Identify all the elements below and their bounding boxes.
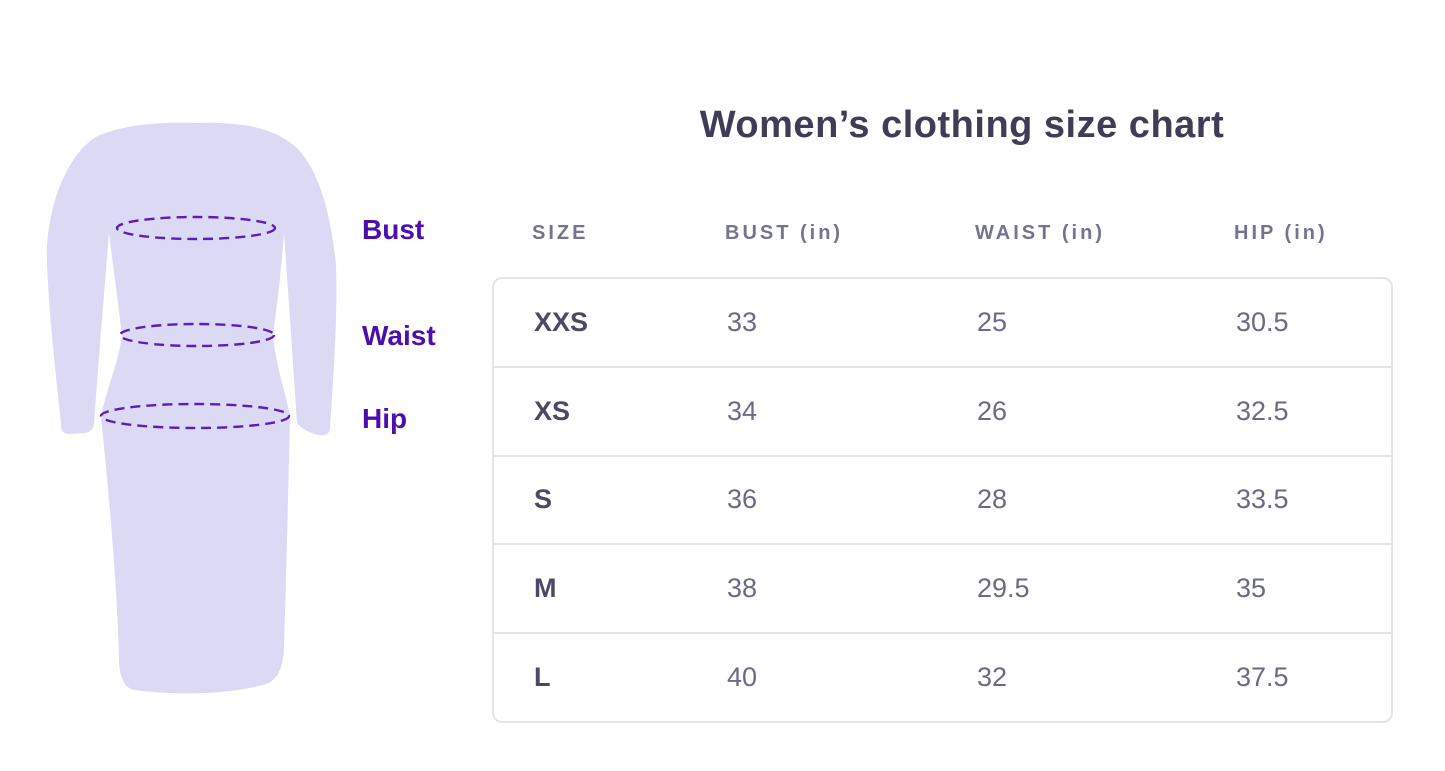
table-row-s: S 36 28 33.5 bbox=[494, 454, 1391, 544]
bust-cell: 38 bbox=[727, 573, 758, 604]
waist-cell: 25 bbox=[977, 306, 1008, 337]
column-header-waist: WAIST (in) bbox=[975, 221, 1105, 244]
chart-title: Women’s clothing size chart bbox=[699, 104, 1225, 146]
bust-cell: 40 bbox=[727, 662, 758, 693]
waist-cell: 26 bbox=[977, 395, 1008, 426]
size-cell: XXS bbox=[534, 306, 589, 337]
hip-cell: 37.5 bbox=[1236, 662, 1289, 693]
dress-silhouette bbox=[46, 122, 337, 694]
waist-cell: 28 bbox=[977, 484, 1008, 515]
bust-label: Bust bbox=[362, 214, 425, 245]
bust-measure-line bbox=[115, 215, 277, 241]
column-header-hip: HIP (in) bbox=[1234, 221, 1328, 244]
hip-measure-line bbox=[99, 402, 291, 430]
hip-cell: 30.5 bbox=[1236, 306, 1289, 337]
hip-cell: 33.5 bbox=[1236, 484, 1289, 515]
hip-label: Hip bbox=[362, 403, 408, 434]
waist-cell: 29.5 bbox=[977, 573, 1030, 604]
size-cell: L bbox=[534, 662, 551, 693]
column-header-size: SIZE bbox=[532, 221, 589, 244]
size-cell: S bbox=[534, 484, 553, 515]
table-row-l: L 40 32 37.5 bbox=[494, 632, 1391, 721]
bust-cell: 33 bbox=[727, 306, 758, 337]
hip-cell: 32.5 bbox=[1236, 395, 1289, 426]
table-row-xs: XS 34 26 32.5 bbox=[494, 365, 1391, 455]
table-row-xxs: XXS 33 25 30.5 bbox=[494, 279, 1391, 366]
waist-cell: 32 bbox=[977, 662, 1008, 693]
bust-cell: 34 bbox=[727, 395, 758, 426]
waist-measure-line bbox=[118, 322, 276, 348]
column-header-bust: BUST (in) bbox=[725, 221, 844, 244]
size-cell: XS bbox=[534, 395, 571, 426]
waist-label: Waist bbox=[362, 320, 436, 351]
table-row-m: M 38 29.5 35 bbox=[494, 543, 1391, 632]
table-header-row: SIZE BUST (in) WAIST (in) HIP (in) bbox=[492, 215, 1393, 251]
bust-cell: 36 bbox=[727, 484, 758, 515]
size-cell: M bbox=[534, 573, 557, 604]
size-table: XXS 33 25 30.5 XS 34 26 32.5 S 36 28 33.… bbox=[492, 277, 1393, 723]
dress-illustration bbox=[46, 122, 337, 694]
hip-cell: 35 bbox=[1236, 573, 1267, 604]
